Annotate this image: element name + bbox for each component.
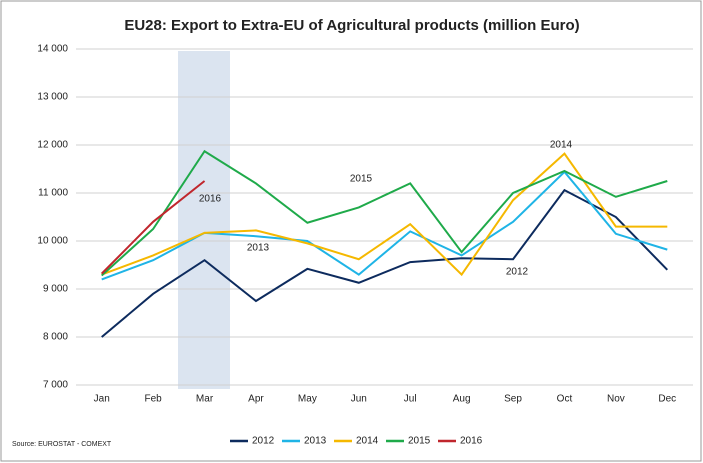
legend-label: 2016 xyxy=(460,436,483,447)
legend-label: 2012 xyxy=(252,436,275,447)
annotation: 2015 xyxy=(350,174,373,185)
x-tick-label: Nov xyxy=(607,394,625,405)
series-line xyxy=(101,149,668,277)
legend-label: 2015 xyxy=(408,436,431,447)
legend-label: 2014 xyxy=(356,436,379,447)
highlight-band xyxy=(178,51,230,389)
y-tick-label: 12 000 xyxy=(37,140,68,151)
x-tick-label: Aug xyxy=(453,394,471,405)
x-tick-label: Jan xyxy=(94,394,110,405)
annotation: 2013 xyxy=(247,243,270,254)
source: Source: EUROSTAT - COMEXT xyxy=(12,441,112,448)
y-tick-label: 14 000 xyxy=(37,44,68,55)
y-tick-label: 7 000 xyxy=(43,380,68,391)
x-tick-label: Jun xyxy=(351,394,367,405)
y-tick-label: 13 000 xyxy=(37,92,68,103)
x-tick-label: Mar xyxy=(196,394,214,405)
x-tick-label: Apr xyxy=(248,394,264,405)
series-line xyxy=(101,152,668,277)
y-tick-label: 9 000 xyxy=(43,284,68,295)
x-tick-label: Jul xyxy=(404,394,417,405)
y-tick-label: 8 000 xyxy=(43,332,68,343)
annotation: 2012 xyxy=(506,267,529,278)
x-tick-label: May xyxy=(298,394,317,405)
x-tick-label: Dec xyxy=(658,394,676,405)
legend-label: 2013 xyxy=(304,436,327,447)
x-tick-label: Oct xyxy=(557,394,573,405)
y-tick-label: 11 000 xyxy=(38,188,68,199)
series-line xyxy=(100,180,206,275)
annotation: 2014 xyxy=(550,140,573,151)
x-tick-label: Feb xyxy=(145,394,163,405)
y-tick-label: 10 000 xyxy=(37,236,68,247)
x-tick-label: Sep xyxy=(504,394,522,405)
chart-title: EU28: Export to Extra-EU of Agricultural… xyxy=(124,17,579,34)
series-line xyxy=(101,188,669,338)
annotation: 2016 xyxy=(199,194,222,205)
